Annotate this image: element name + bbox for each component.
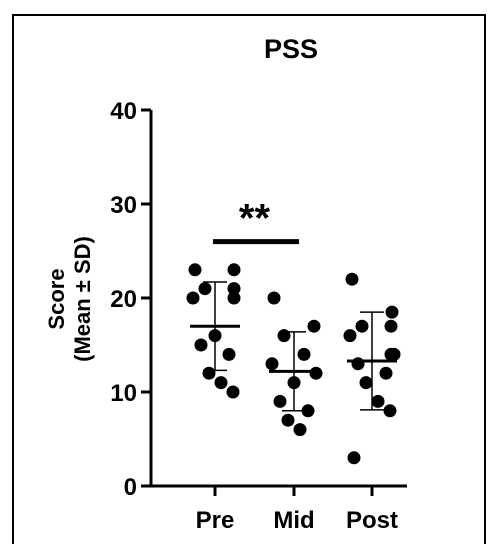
data-groups	[186, 263, 401, 465]
significance-annotation: **	[213, 197, 299, 245]
data-point	[383, 404, 397, 418]
data-point	[309, 366, 323, 380]
y-axis-label-line2: (Mean ± SD)	[70, 236, 95, 362]
group-post	[343, 272, 401, 465]
data-point	[384, 319, 398, 333]
data-point	[222, 347, 236, 361]
chart-title: PSS	[264, 34, 318, 64]
data-point	[267, 291, 281, 305]
data-point	[359, 376, 373, 390]
y-tick-label: 40	[110, 98, 137, 125]
data-point	[194, 338, 208, 352]
x-ticks: Pre Mid Post	[196, 486, 398, 534]
data-point	[343, 329, 357, 343]
data-point	[345, 272, 359, 286]
x-tick-label-mid: Mid	[273, 507, 314, 534]
data-point	[371, 394, 385, 408]
x-tick-label-post: Post	[346, 507, 398, 534]
significance-label: **	[239, 197, 271, 241]
x-tick-label-pre: Pre	[196, 507, 235, 534]
data-point	[202, 366, 216, 380]
data-point	[273, 394, 287, 408]
data-point	[188, 263, 202, 277]
data-point	[307, 319, 321, 333]
data-point	[198, 282, 212, 296]
y-tick-label: 20	[110, 286, 137, 313]
y-tick-label: 30	[110, 192, 137, 219]
data-point	[379, 366, 393, 380]
data-point	[355, 319, 369, 333]
data-point	[297, 347, 311, 361]
figure-frame	[12, 14, 486, 544]
data-point	[287, 376, 301, 390]
y-ticks: 0 10 20 30 40	[110, 98, 151, 501]
group-mid	[265, 291, 323, 437]
data-point	[227, 263, 241, 277]
data-point	[301, 404, 315, 418]
data-point	[227, 291, 241, 305]
y-tick-label: 0	[124, 474, 137, 501]
data-point	[208, 329, 222, 343]
data-point	[186, 291, 200, 305]
y-axis-label: Score (Mean ± SD)	[44, 236, 95, 362]
y-axis-label-line1: Score	[44, 268, 69, 329]
data-point	[227, 282, 241, 296]
group-pre	[186, 263, 241, 399]
data-point	[384, 347, 398, 361]
data-point	[214, 376, 228, 390]
data-point	[281, 413, 295, 427]
data-point	[265, 357, 279, 371]
data-point	[293, 423, 307, 437]
data-point	[385, 305, 399, 319]
data-point	[351, 357, 365, 371]
data-point	[277, 329, 291, 343]
data-point	[347, 451, 361, 465]
y-tick-label: 10	[110, 380, 137, 407]
data-point	[226, 385, 240, 399]
